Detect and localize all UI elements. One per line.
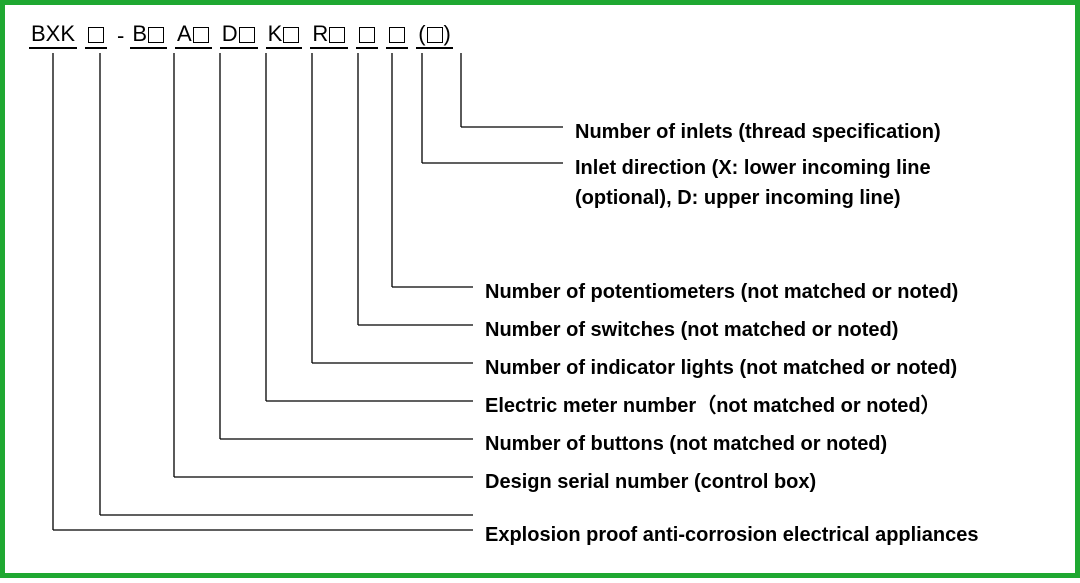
placeholder-box [389, 27, 405, 43]
desc-inlets_count: Number of inlets (thread specification) [575, 117, 941, 147]
code-seg-R: R [310, 23, 348, 49]
placeholder-box [193, 27, 209, 43]
desc-line: (optional), D: upper incoming line) [575, 183, 931, 213]
placeholder-box [359, 27, 375, 43]
code-seg-K: K [266, 23, 303, 49]
placeholder-box [148, 27, 164, 43]
desc-design_serial: Design serial number (control box) [485, 467, 816, 497]
placeholder-box [329, 27, 345, 43]
diagram-frame: BXK -B A D K R () Number of inlets (thread spe… [0, 0, 1080, 578]
code-letter: D [222, 21, 238, 47]
paren-close: ) [444, 21, 451, 47]
desc-line: Electric meter number（not matched or not… [485, 391, 941, 421]
code-seg-A: A [175, 23, 212, 49]
code-seg-inlets [386, 23, 408, 49]
desc-line: Design serial number (control box) [485, 467, 816, 497]
code-letter: A [177, 21, 192, 47]
code-dash: - [117, 23, 124, 49]
desc-switches: Number of switches (not matched or noted… [485, 315, 898, 345]
code-seg-paren: () [416, 23, 453, 49]
placeholder-box [427, 27, 443, 43]
code-letter: R [312, 21, 328, 47]
model-code-row: BXK -B A D K R () [29, 23, 461, 49]
desc-buttons: Number of buttons (not matched or noted) [485, 429, 887, 459]
desc-line: Number of potentiometers (not matched or… [485, 277, 958, 307]
desc-line: Number of switches (not matched or noted… [485, 315, 898, 345]
desc-line: Number of inlets (thread specification) [575, 117, 941, 147]
desc-potentiometers: Number of potentiometers (not matched or… [485, 277, 958, 307]
placeholder-box [239, 27, 255, 43]
desc-meter: Electric meter number（not matched or not… [485, 391, 941, 421]
desc-line: Number of indicator lights (not matched … [485, 353, 957, 383]
code-seg-D: D [220, 23, 258, 49]
code-seg-serial [85, 23, 107, 49]
paren-open: ( [418, 21, 425, 47]
code-seg-bxk: BXK [29, 23, 77, 49]
code-seg-dir [356, 23, 378, 49]
code-letter: K [268, 21, 283, 47]
code-letter: B [132, 21, 147, 47]
desc-line: Number of buttons (not matched or noted) [485, 429, 887, 459]
desc-inlet_dir: Inlet direction (X: lower incoming line(… [575, 153, 931, 213]
desc-explosion: Explosion proof anti-corrosion electrica… [485, 520, 978, 550]
placeholder-box [283, 27, 299, 43]
desc-line: Explosion proof anti-corrosion electrica… [485, 520, 978, 550]
placeholder-box [88, 27, 104, 43]
desc-indicator: Number of indicator lights (not matched … [485, 353, 957, 383]
code-seg-B: B [130, 23, 167, 49]
desc-line: Inlet direction (X: lower incoming line [575, 153, 931, 183]
